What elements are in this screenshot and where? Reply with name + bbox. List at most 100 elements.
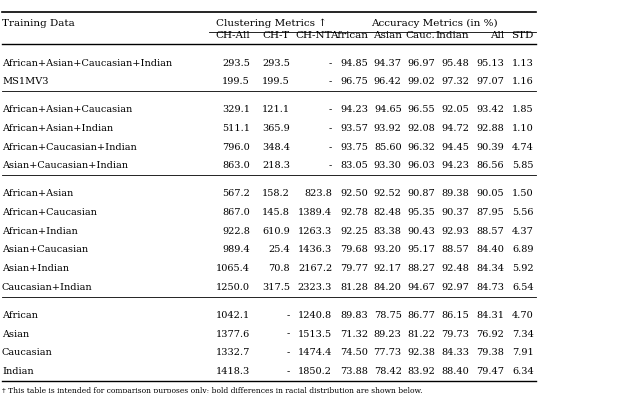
Text: 1.85: 1.85 xyxy=(512,105,534,114)
Text: 86.56: 86.56 xyxy=(476,162,504,171)
Text: 823.8: 823.8 xyxy=(304,189,332,198)
Text: 96.42: 96.42 xyxy=(374,77,402,86)
Text: -: - xyxy=(287,367,290,376)
Text: 95.35: 95.35 xyxy=(407,208,435,217)
Text: 86.77: 86.77 xyxy=(407,311,435,320)
Text: 7.91: 7.91 xyxy=(512,348,534,357)
Text: 79.77: 79.77 xyxy=(340,264,368,273)
Text: 199.5: 199.5 xyxy=(262,77,290,86)
Text: Accuracy Metrics (in %): Accuracy Metrics (in %) xyxy=(371,18,497,28)
Text: 4.70: 4.70 xyxy=(512,311,534,320)
Text: STD: STD xyxy=(511,31,534,40)
Text: -: - xyxy=(287,348,290,357)
Text: 96.75: 96.75 xyxy=(340,77,368,86)
Text: 92.25: 92.25 xyxy=(340,227,368,236)
Text: 88.40: 88.40 xyxy=(442,367,469,376)
Text: 94.67: 94.67 xyxy=(407,283,435,292)
Text: 6.34: 6.34 xyxy=(512,367,534,376)
Text: 1.13: 1.13 xyxy=(512,59,534,68)
Text: African+Asian+Caucasian: African+Asian+Caucasian xyxy=(2,105,132,114)
Text: 1263.3: 1263.3 xyxy=(298,227,332,236)
Text: 94.45: 94.45 xyxy=(442,143,469,152)
Text: 25.4: 25.4 xyxy=(268,246,290,254)
Text: 77.73: 77.73 xyxy=(374,348,402,357)
Text: Asian+Caucasian+Indian: Asian+Caucasian+Indian xyxy=(2,162,128,171)
Text: -: - xyxy=(329,124,332,133)
Text: 93.92: 93.92 xyxy=(374,124,402,133)
Text: 90.37: 90.37 xyxy=(442,208,469,217)
Text: 145.8: 145.8 xyxy=(262,208,290,217)
Text: -: - xyxy=(329,162,332,171)
Text: Caucasian: Caucasian xyxy=(2,348,52,357)
Text: African+Indian: African+Indian xyxy=(2,227,77,236)
Text: -: - xyxy=(287,311,290,320)
Text: 84.34: 84.34 xyxy=(476,264,504,273)
Text: 863.0: 863.0 xyxy=(222,162,250,171)
Text: All: All xyxy=(490,31,504,40)
Text: 84.33: 84.33 xyxy=(442,348,469,357)
Text: Asian+Caucasian: Asian+Caucasian xyxy=(2,246,88,254)
Text: Asian+Indian: Asian+Indian xyxy=(2,264,69,273)
Text: † This table is intended for comparison purposes only; bold differences in racia: † This table is intended for comparison … xyxy=(2,387,422,393)
Text: Indian: Indian xyxy=(436,31,469,40)
Text: 1042.1: 1042.1 xyxy=(216,311,250,320)
Text: 1513.5: 1513.5 xyxy=(298,329,332,338)
Text: 78.42: 78.42 xyxy=(374,367,402,376)
Text: 97.32: 97.32 xyxy=(442,77,469,86)
Text: -: - xyxy=(329,59,332,68)
Text: 94.85: 94.85 xyxy=(340,59,368,68)
Text: 610.9: 610.9 xyxy=(262,227,290,236)
Text: 84.31: 84.31 xyxy=(476,311,504,320)
Text: 92.05: 92.05 xyxy=(442,105,469,114)
Text: -: - xyxy=(329,143,332,152)
Text: 1377.6: 1377.6 xyxy=(216,329,250,338)
Text: 94.23: 94.23 xyxy=(442,162,469,171)
Text: 95.17: 95.17 xyxy=(407,246,435,254)
Text: Clustering Metrics ↑: Clustering Metrics ↑ xyxy=(216,18,327,28)
Text: 93.30: 93.30 xyxy=(374,162,402,171)
Text: 84.73: 84.73 xyxy=(476,283,504,292)
Text: 293.5: 293.5 xyxy=(222,59,250,68)
Text: 92.93: 92.93 xyxy=(442,227,469,236)
Text: 70.8: 70.8 xyxy=(268,264,290,273)
Text: 989.4: 989.4 xyxy=(222,246,250,254)
Text: 87.95: 87.95 xyxy=(476,208,504,217)
Text: 1250.0: 1250.0 xyxy=(216,283,250,292)
Text: 93.20: 93.20 xyxy=(374,246,402,254)
Text: Cauc.: Cauc. xyxy=(405,31,435,40)
Text: 92.88: 92.88 xyxy=(476,124,504,133)
Text: Asian: Asian xyxy=(372,31,402,40)
Text: 92.17: 92.17 xyxy=(374,264,402,273)
Text: 96.97: 96.97 xyxy=(407,59,435,68)
Text: 4.74: 4.74 xyxy=(512,143,534,152)
Text: 121.1: 121.1 xyxy=(262,105,290,114)
Text: 218.3: 218.3 xyxy=(262,162,290,171)
Text: African+Asian: African+Asian xyxy=(2,189,73,198)
Text: -: - xyxy=(329,105,332,114)
Text: 348.4: 348.4 xyxy=(262,143,290,152)
Text: 99.02: 99.02 xyxy=(407,77,435,86)
Text: 5.56: 5.56 xyxy=(513,208,534,217)
Text: 329.1: 329.1 xyxy=(221,105,250,114)
Text: 81.28: 81.28 xyxy=(340,283,368,292)
Text: African+Asian+Indian: African+Asian+Indian xyxy=(2,124,113,133)
Text: 83.92: 83.92 xyxy=(407,367,435,376)
Text: 88.27: 88.27 xyxy=(407,264,435,273)
Text: 93.57: 93.57 xyxy=(340,124,368,133)
Text: 81.22: 81.22 xyxy=(407,329,435,338)
Text: 92.97: 92.97 xyxy=(442,283,469,292)
Text: 93.75: 93.75 xyxy=(340,143,368,152)
Text: Indian: Indian xyxy=(2,367,33,376)
Text: Caucasian+Indian: Caucasian+Indian xyxy=(2,283,93,292)
Text: 84.20: 84.20 xyxy=(374,283,402,292)
Text: 78.75: 78.75 xyxy=(374,311,402,320)
Text: 89.83: 89.83 xyxy=(340,311,368,320)
Text: 92.78: 92.78 xyxy=(340,208,368,217)
Text: 90.39: 90.39 xyxy=(476,143,504,152)
Text: 90.05: 90.05 xyxy=(476,189,504,198)
Text: 88.57: 88.57 xyxy=(476,227,504,236)
Text: 89.38: 89.38 xyxy=(442,189,469,198)
Text: 93.42: 93.42 xyxy=(476,105,504,114)
Text: 92.48: 92.48 xyxy=(442,264,469,273)
Text: 6.89: 6.89 xyxy=(513,246,534,254)
